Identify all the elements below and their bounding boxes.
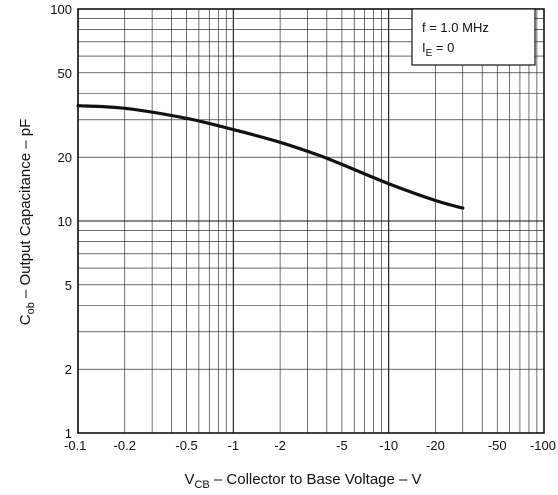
conditions-box: f = 1.0 MHz IE = 0 [411,8,536,66]
x-tick-label: -0.1 [64,438,86,453]
plot-frame [77,8,545,434]
y-tick-label: 50 [58,66,72,81]
x-tick-label: -20 [426,438,445,453]
y-tick-label: 1 [65,426,72,441]
y-tick-label: 5 [65,278,72,293]
x-tick-label: -0.5 [175,438,197,453]
x-tick-label: -10 [379,438,398,453]
conditions-box-border [411,8,536,66]
y-axis-label: Cob – Output Capacitance – pF [17,119,37,326]
x-tick-label: -5 [336,438,348,453]
x-tick-labels: -0.1 -0.2 -0.5 -1 -2 -5 -10 -20 -50 -100 [64,438,556,453]
x-tick-label: -50 [488,438,507,453]
y-tick-labels: 1 2 5 10 20 50 100 [50,2,72,441]
y-tick-label: 20 [58,150,72,165]
y-tick-label: 100 [50,2,72,17]
condition-frequency: f = 1.0 MHz [422,20,489,35]
x-axis-label: VCB – Collector to Base Voltage – V [184,471,421,491]
y-tick-label: 2 [65,362,72,377]
x-tick-label: -0.2 [114,438,136,453]
x-tick-label: -2 [274,438,286,453]
x-tick-label: -1 [228,438,240,453]
series-line [76,104,465,210]
x-tick-label: -100 [530,438,556,453]
minor-gridlines [78,9,544,433]
condition-emitter-current: IE = 0 [422,40,454,59]
y-tick-label: 10 [58,214,72,229]
